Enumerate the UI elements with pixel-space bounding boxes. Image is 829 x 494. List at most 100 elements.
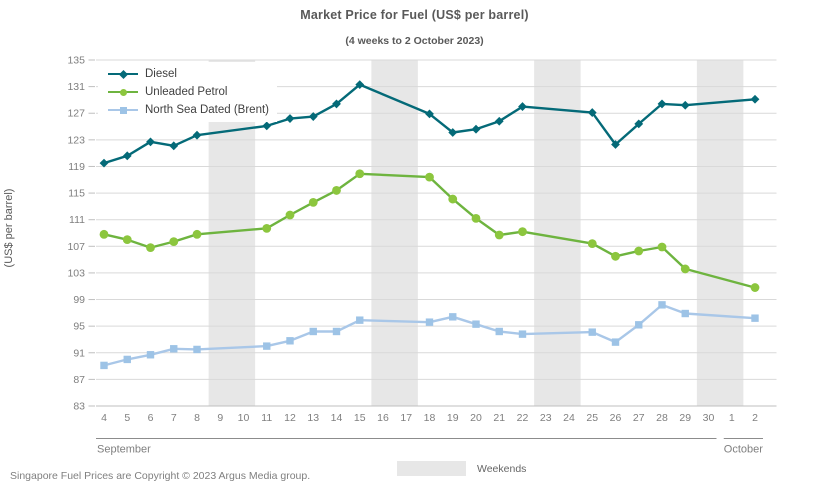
legend-label-unleaded-petrol: Unleaded Petrol <box>145 86 228 98</box>
data-point-north-sea-dated-brent <box>332 327 341 336</box>
data-point-unleaded-petrol <box>355 169 365 179</box>
y-tick-label: 107 <box>67 241 85 253</box>
x-tick-label: 27 <box>633 412 645 424</box>
data-point-north-sea-dated-brent <box>449 313 457 321</box>
x-tick-label: 2 <box>752 412 758 424</box>
circle-marker-icon <box>119 88 127 96</box>
y-tick-label: 135 <box>67 55 85 67</box>
data-point-diesel <box>192 130 202 140</box>
data-point-north-sea-dated-brent <box>518 330 527 338</box>
y-tick-label: 127 <box>67 108 85 120</box>
data-point-north-sea-dated-brent <box>146 351 155 359</box>
data-point-unleaded-petrol <box>308 197 318 207</box>
chart-legend: Diesel Unleaded Petrol North Sea Dated (… <box>98 62 278 122</box>
data-point-diesel <box>99 158 109 168</box>
data-point-unleaded-petrol <box>634 246 644 256</box>
legend-label-brent: North Sea Dated (Brent) <box>145 104 270 116</box>
data-point-north-sea-dated-brent <box>263 342 271 350</box>
chart-title: Market Price for Fuel (US$ per barrel) <box>300 8 529 22</box>
weekend-band <box>371 60 418 406</box>
y-tick-label: 83 <box>73 401 85 413</box>
data-point-unleaded-petrol <box>332 186 341 195</box>
data-point-unleaded-petrol <box>169 237 179 247</box>
brent-line-swatch <box>108 104 138 116</box>
data-point-diesel <box>122 151 132 161</box>
data-point-diesel <box>494 116 504 126</box>
y-tick-label: 119 <box>68 161 85 173</box>
x-tick-label: 20 <box>470 412 482 424</box>
month-label-october: October <box>724 444 763 456</box>
data-point-unleaded-petrol <box>471 213 481 223</box>
copyright-note: Singapore Fuel Prices are Copyright © 20… <box>10 470 311 482</box>
legend-item-brent: North Sea Dated (Brent) <box>108 101 269 119</box>
x-tick-label: 26 <box>610 412 622 424</box>
x-tick-label: 11 <box>261 412 272 424</box>
data-point-diesel <box>471 124 481 134</box>
data-point-north-sea-dated-brent <box>588 328 596 336</box>
y-tick-label: 131 <box>67 81 85 93</box>
y-tick-label: 123 <box>67 134 85 146</box>
x-tick-label: 22 <box>517 412 529 424</box>
data-point-unleaded-petrol <box>448 194 458 204</box>
x-tick-label: 9 <box>217 412 223 424</box>
series-line-north-sea-dated-brent <box>103 303 756 367</box>
data-point-unleaded-petrol <box>262 223 272 233</box>
x-tick-label: 14 <box>331 412 343 424</box>
square-marker-icon <box>119 106 127 114</box>
data-point-unleaded-petrol <box>99 229 109 239</box>
weekend-label: Weekends <box>477 462 527 475</box>
chart-subtitle: (4 weeks to 2 October 2023) <box>345 35 484 47</box>
data-point-unleaded-petrol <box>192 229 202 239</box>
x-tick-label: 21 <box>493 412 505 424</box>
data-point-diesel <box>332 99 341 109</box>
data-point-diesel <box>587 108 597 117</box>
x-tick-label: 28 <box>656 412 668 424</box>
diesel-line-swatch <box>108 68 138 80</box>
legend-item-unleaded-petrol: Unleaded Petrol <box>108 83 269 101</box>
weekend-legend: Weekends <box>397 461 526 476</box>
legend-label-diesel: Diesel <box>145 68 177 80</box>
data-point-north-sea-dated-brent <box>751 314 759 322</box>
x-tick-label: 15 <box>354 412 366 424</box>
data-point-unleaded-petrol <box>611 251 620 261</box>
series-line-unleaded-petrol <box>103 172 756 289</box>
y-tick-label: 87 <box>73 374 85 386</box>
data-point-north-sea-dated-brent <box>170 345 178 353</box>
data-point-diesel <box>750 94 760 104</box>
data-point-north-sea-dated-brent <box>100 361 108 370</box>
data-point-north-sea-dated-brent <box>611 338 620 346</box>
data-point-diesel <box>657 99 667 109</box>
data-point-diesel <box>448 128 458 137</box>
data-point-diesel <box>425 109 434 119</box>
x-tick-label: 30 <box>703 412 715 424</box>
y-tick-label: 99 <box>73 294 85 306</box>
x-tick-label: 24 <box>563 412 575 424</box>
data-point-unleaded-petrol <box>657 242 667 252</box>
data-point-diesel <box>611 140 620 149</box>
x-tick-label: 16 <box>377 412 389 424</box>
x-tick-label: 12 <box>284 412 296 424</box>
x-tick-label: 5 <box>124 412 130 424</box>
y-tick-label: 103 <box>67 267 85 279</box>
data-point-diesel <box>680 100 690 110</box>
data-point-north-sea-dated-brent <box>356 316 364 324</box>
y-tick-label: 95 <box>73 321 85 333</box>
x-tick-label: 10 <box>238 412 250 424</box>
data-point-diesel <box>634 119 644 129</box>
data-point-unleaded-petrol <box>494 230 504 240</box>
weekend-band <box>534 60 581 406</box>
legend-item-diesel: Diesel <box>108 65 269 83</box>
x-tick-label: 1 <box>729 412 735 424</box>
data-point-unleaded-petrol <box>122 235 132 245</box>
data-point-unleaded-petrol <box>518 227 527 237</box>
data-point-north-sea-dated-brent <box>472 320 480 328</box>
data-point-unleaded-petrol <box>587 239 597 249</box>
x-tick-label: 7 <box>171 412 177 424</box>
x-tick-label: 8 <box>194 412 200 424</box>
data-point-north-sea-dated-brent <box>309 327 317 336</box>
x-tick-label: 4 <box>101 412 107 424</box>
month-label-september: September <box>97 444 151 456</box>
x-tick-label: 6 <box>148 412 154 424</box>
data-point-unleaded-petrol <box>146 243 155 253</box>
x-tick-label: 29 <box>679 412 691 424</box>
